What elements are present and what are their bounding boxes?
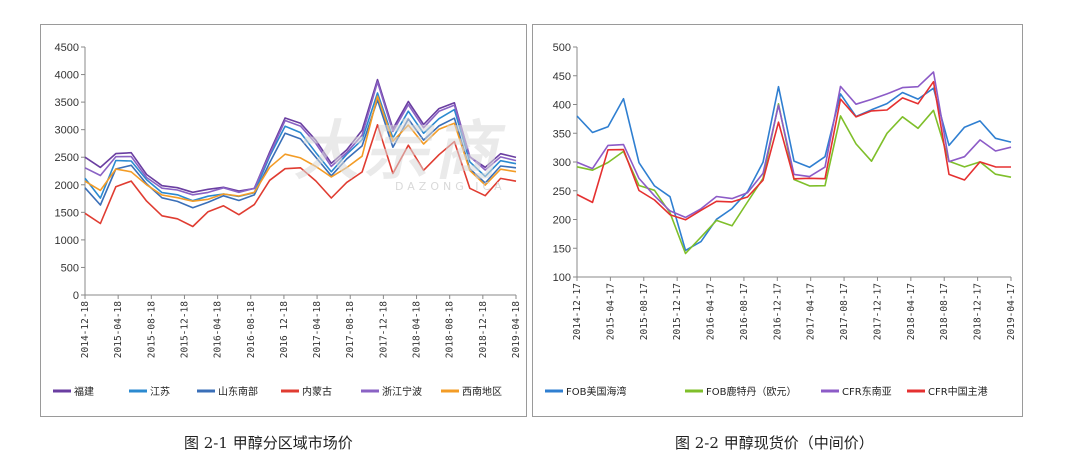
x-tick-label: 2017-12-17 (872, 283, 883, 340)
regional-price-chart: 0 500 1000 1500 2000 2500 3000 3500 4000 4500 2014… (53, 42, 522, 398)
x-tick-label: 2014-12-18 (80, 301, 91, 358)
x-tick-label: 2016-04-18 (213, 301, 224, 358)
y-tick-label: 3000 (55, 125, 79, 137)
x-tick-label: 2016-04-17 (706, 283, 717, 340)
x-tick-label: 2018-12-17 (973, 283, 984, 340)
legend-label: 江苏 (150, 385, 170, 398)
x-tick-label: 2016 12-18 (279, 301, 290, 358)
x-tick-label: 2018-12-18 (478, 301, 489, 358)
x-tick-label: 2018-04-18 (412, 301, 423, 358)
x-tick-label: 2017-04-18 (312, 301, 323, 358)
y-tick-label: 1500 (55, 207, 79, 219)
series-line-0 (84, 78, 517, 194)
y-tick-label: 1000 (55, 235, 79, 247)
x-tick-label: 2016-08-17 (739, 283, 750, 340)
y-tick-label: 2500 (55, 152, 79, 164)
y-tick-label: 4000 (55, 70, 79, 82)
x-tick-label: 2019-04-17 (1006, 283, 1017, 340)
y-tick-label: 0 (73, 290, 79, 302)
legend-label: 浙江宁波 (382, 385, 422, 398)
x-tick-label: 2017-08-18 (345, 301, 356, 358)
y-tick-label: 250 (553, 186, 571, 198)
y-tick-label: 150 (553, 243, 571, 255)
x-tick-label: 2018-08-18 (445, 301, 456, 358)
legend-label: CFR东南亚 (842, 385, 892, 398)
watermark-subtext: DAZONG ICA (395, 180, 506, 193)
chart-panel-spot-prices: 100 150 200 250 300 350 400 450 500 2014-12-17 201… (532, 24, 1023, 417)
series-line-2 (84, 99, 517, 209)
x-tick-label: 2015-04-18 (113, 301, 124, 358)
x-tick-label: 2014-12-17 (572, 283, 583, 340)
series-line-4 (84, 81, 517, 196)
x-tick-label: 2016-08-18 (246, 301, 257, 358)
x-tick-label: 2018-04-17 (906, 283, 917, 340)
x-tick-label: 2017-12-18 (378, 301, 389, 358)
y-tick-label: 500 (553, 42, 571, 54)
legend-label: CFR中国主港 (928, 385, 988, 398)
y-tick-label: 500 (61, 262, 79, 274)
legend-label: 山东南部 (218, 385, 258, 398)
x-tick-label: 2015-08-17 (639, 283, 650, 340)
y-tick-label: 2000 (55, 180, 79, 192)
legend-label: 福建 (74, 385, 94, 398)
y-tick-label: 3500 (55, 97, 79, 109)
legend-label: 内蒙古 (302, 385, 332, 398)
caption-figure-2-2: 图 2-2 甲醇现货价（中间价） (675, 434, 874, 452)
y-tick-label: 350 (553, 128, 571, 140)
series-line-5 (84, 95, 517, 202)
series-line-3 (576, 80, 1012, 221)
x-tick-label: 2015-12-17 (672, 283, 683, 340)
x-tick-label: 2015-12-18 (179, 301, 190, 358)
series-line-3 (84, 124, 517, 228)
y-tick-label: 300 (553, 157, 571, 169)
series-line-2 (576, 71, 1012, 219)
legend-label: FOB美国海湾 (566, 385, 626, 398)
y-tick-label: 100 (553, 272, 571, 284)
x-tick-label: 2015-04-17 (605, 283, 616, 340)
spot-price-chart: 100 150 200 250 300 350 400 450 500 2014-12-17 201… (545, 42, 1017, 398)
y-tick-label: 200 (553, 215, 571, 227)
x-tick-label: 2017-08-17 (839, 283, 850, 340)
chart-panel-regional-prices: 0 500 1000 1500 2000 2500 3000 3500 4000 4500 2014… (40, 24, 527, 417)
legend-label: 西南地区 (462, 385, 502, 398)
x-tick-label: 2017-04-17 (806, 283, 817, 340)
x-tick-label: 2016-12-17 (772, 283, 783, 340)
y-tick-label: 4500 (55, 42, 79, 54)
series-line-0 (576, 85, 1012, 252)
legend-label: FOB鹿特丹（欧元） (706, 385, 796, 398)
series-line-1 (84, 92, 517, 202)
x-tick-label: 2018-08-17 (939, 283, 950, 340)
x-tick-label: 2019-04-18 (511, 301, 522, 358)
y-tick-label: 450 (553, 71, 571, 83)
y-tick-label: 400 (553, 100, 571, 112)
caption-figure-2-1: 图 2-1 甲醇分区域市场价 (184, 434, 353, 452)
x-tick-label: 2015-08-18 (146, 301, 157, 358)
